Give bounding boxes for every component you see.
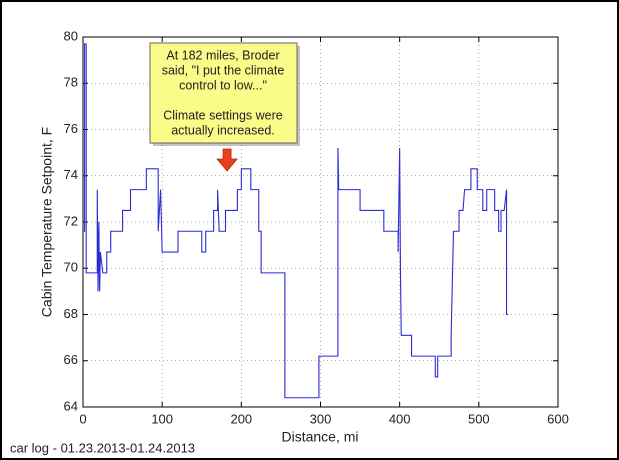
y-tick-label: 78 <box>64 75 78 90</box>
y-tick-label: 66 <box>64 352 78 367</box>
x-tick-label: 300 <box>310 411 332 426</box>
annotation-text: actually increased. <box>171 123 275 137</box>
data-line <box>83 43 509 399</box>
annotation-text: said, "I put the climate <box>162 63 285 77</box>
y-tick-label: 64 <box>64 398 78 413</box>
x-tick-label: 600 <box>547 411 569 426</box>
annotation-arrow <box>216 148 238 172</box>
x-tick-label: 500 <box>468 411 490 426</box>
annotation-text: At 182 miles, Broder <box>166 48 279 62</box>
x-tick-label: 400 <box>389 411 411 426</box>
annotation-text: Climate settings were <box>163 108 283 122</box>
y-tick-label: 72 <box>64 213 78 228</box>
y-axis-label: Cabin Temperature Setpoint, F <box>39 127 55 317</box>
y-tick-label: 74 <box>64 167 78 182</box>
x-tick-label: 0 <box>79 411 86 426</box>
annotation-text: control to low..." <box>179 78 267 92</box>
plot-box <box>82 36 559 408</box>
y-tick-label: 68 <box>64 306 78 321</box>
x-tick-label: 100 <box>151 411 173 426</box>
footer: car log - 01.23.2013-01.24.2013 <box>10 440 195 455</box>
y-tick-label: 76 <box>64 121 78 136</box>
annotation-box <box>149 42 298 144</box>
y-tick-label: 80 <box>64 28 78 43</box>
y-tick-label: 70 <box>64 260 78 275</box>
x-tick-label: 200 <box>230 411 252 426</box>
x-axis-label: Distance, mi <box>281 429 358 445</box>
